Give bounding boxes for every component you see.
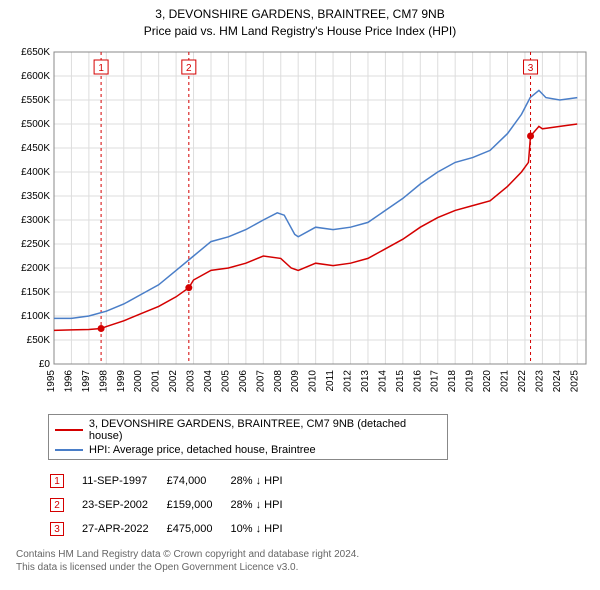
legend-swatch [55,429,83,431]
x-tick-label: 2006 [238,369,249,392]
event-delta: 10% ↓ HPI [231,518,299,540]
legend-label: 3, DEVONSHIRE GARDENS, BRAINTREE, CM7 9N… [89,418,441,442]
y-tick-label: £250K [21,239,50,250]
y-tick-label: £200K [21,263,50,274]
y-tick-label: £500K [21,119,50,130]
chart-svg: £0 £50K £100K £150K £200K £250K £300K £350K £400… [8,46,592,406]
x-tick-label: 2024 [552,369,563,392]
y-tick-label: £300K [21,215,50,226]
x-tick-label: 2021 [500,369,511,392]
title-line-2: Price paid vs. HM Land Registry's House … [8,23,592,40]
x-tick-label: 2010 [308,369,319,392]
event-date: 23-SEP-2002 [82,494,165,516]
footer-line-2: This data is licensed under the Open Gov… [16,561,592,574]
x-tick-label: 2017 [430,369,441,392]
legend: 3, DEVONSHIRE GARDENS, BRAINTREE, CM7 9N… [48,414,448,460]
y-tick-label: £600K [21,71,50,82]
x-tick-label: 2011 [325,369,336,391]
x-tick-label: 2005 [220,369,231,392]
event-price: £159,000 [167,494,229,516]
chart-area: £0 £50K £100K £150K £200K £250K £300K £350K £400… [8,46,592,406]
event-marker: 2 [50,498,64,512]
footer-attribution: Contains HM Land Registry data © Crown c… [16,548,592,574]
legend-row: HPI: Average price, detached house, Brai… [55,443,441,457]
y-tick-label: £350K [21,191,50,202]
event-row: 3 27-APR-2022£475,00010% ↓ HPI [50,518,299,540]
x-tick-label: 1995 [46,369,57,392]
x-tick-label: 2013 [360,369,371,392]
x-tick-label: 2012 [343,369,354,392]
y-tick-label: £0 [39,359,51,370]
legend-label: HPI: Average price, detached house, Brai… [89,444,316,456]
chart-title-block: 3, DEVONSHIRE GARDENS, BRAINTREE, CM7 9N… [8,6,592,40]
y-tick-label: £650K [21,47,50,58]
x-tick-label: 2004 [203,369,214,392]
event-row: 1 11-SEP-1997£74,00028% ↓ HPI [50,470,299,492]
y-tick-label: £100K [21,311,50,322]
x-tick-label: 2002 [168,369,179,392]
x-tick-label: 2023 [534,369,545,392]
y-tick-label: £400K [21,167,50,178]
event-marker-number: 3 [528,63,534,74]
y-tick-label: £50K [27,335,51,346]
x-tick-label: 2001 [151,369,162,392]
x-tick-label: 2025 [569,369,580,392]
x-tick-label: 2014 [377,369,388,392]
page-container: 3, DEVONSHIRE GARDENS, BRAINTREE, CM7 9N… [0,0,600,582]
y-tick-label: £450K [21,143,50,154]
event-marker-number: 2 [186,63,192,74]
x-tick-label: 1996 [63,369,74,392]
event-marker: 3 [50,522,64,536]
x-tick-label: 2003 [186,369,197,392]
event-price: £475,000 [167,518,229,540]
x-tick-label: 2008 [273,369,284,392]
event-date: 11-SEP-1997 [82,470,165,492]
x-tick-label: 2007 [255,369,266,392]
x-tick-label: 1999 [116,369,127,392]
event-marker-number: 1 [98,63,104,74]
x-tick-label: 2000 [133,369,144,392]
legend-row: 3, DEVONSHIRE GARDENS, BRAINTREE, CM7 9N… [55,417,441,443]
title-line-1: 3, DEVONSHIRE GARDENS, BRAINTREE, CM7 9N… [8,6,592,23]
y-tick-label: £150K [21,287,50,298]
footer-line-1: Contains HM Land Registry data © Crown c… [16,548,592,561]
event-row: 2 23-SEP-2002£159,00028% ↓ HPI [50,494,299,516]
event-price: £74,000 [167,470,229,492]
x-tick-label: 2009 [290,369,301,392]
x-tick-label: 1997 [81,369,92,392]
x-tick-label: 2018 [447,369,458,392]
x-tick-label: 2016 [412,369,423,392]
x-tick-label: 2020 [482,369,493,392]
event-date: 27-APR-2022 [82,518,165,540]
events-table: 1 11-SEP-1997£74,00028% ↓ HPI 2 23-SEP-2002… [48,468,301,542]
x-tick-label: 1998 [98,369,109,392]
x-tick-label: 2015 [395,369,406,392]
event-delta: 28% ↓ HPI [231,470,299,492]
event-marker: 1 [50,474,64,488]
y-tick-label: £550K [21,95,50,106]
event-delta: 28% ↓ HPI [231,494,299,516]
event-dot [527,132,534,139]
x-tick-label: 2022 [517,369,528,392]
x-tick-label: 2019 [465,369,476,392]
event-dot [98,325,105,332]
event-dot [185,284,192,291]
legend-swatch [55,449,83,451]
